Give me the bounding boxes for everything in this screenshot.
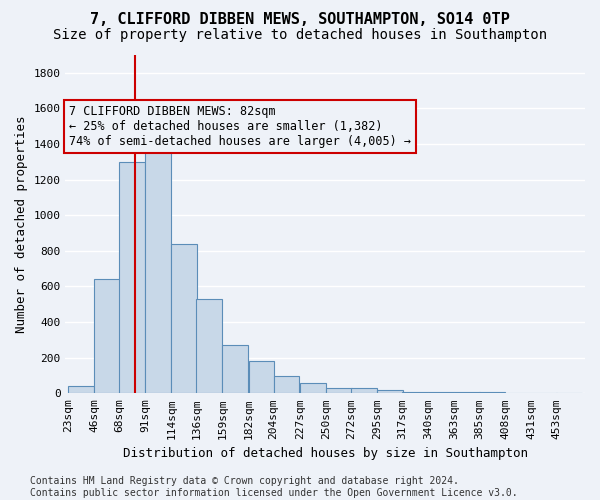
Bar: [68, 386, 94, 394]
Bar: [454, 392, 480, 394]
Bar: [377, 390, 403, 394]
Bar: [326, 388, 352, 394]
Text: Contains HM Land Registry data © Crown copyright and database right 2024.
Contai: Contains HM Land Registry data © Crown c…: [30, 476, 518, 498]
Text: 7, CLIFFORD DIBBEN MEWS, SOUTHAMPTON, SO14 0TP: 7, CLIFFORD DIBBEN MEWS, SOUTHAMPTON, SO…: [90, 12, 510, 28]
Bar: [505, 393, 531, 394]
X-axis label: Distribution of detached houses by size in Southampton: Distribution of detached houses by size …: [123, 447, 528, 460]
Bar: [248, 362, 274, 394]
Bar: [172, 244, 197, 394]
Bar: [299, 382, 326, 394]
Bar: [145, 148, 171, 394]
Bar: [94, 280, 120, 394]
Bar: [479, 392, 505, 394]
Bar: [402, 392, 428, 394]
Text: 7 CLIFFORD DIBBEN MEWS: 82sqm
← 25% of detached houses are smaller (1,382)
74% o: 7 CLIFFORD DIBBEN MEWS: 82sqm ← 25% of d…: [69, 105, 411, 148]
Bar: [223, 345, 248, 394]
Y-axis label: Number of detached properties: Number of detached properties: [15, 116, 28, 333]
Text: Size of property relative to detached houses in Southampton: Size of property relative to detached ho…: [53, 28, 547, 42]
Bar: [196, 299, 222, 394]
Bar: [119, 162, 145, 394]
Bar: [428, 392, 454, 394]
Bar: [274, 376, 299, 394]
Bar: [351, 388, 377, 394]
